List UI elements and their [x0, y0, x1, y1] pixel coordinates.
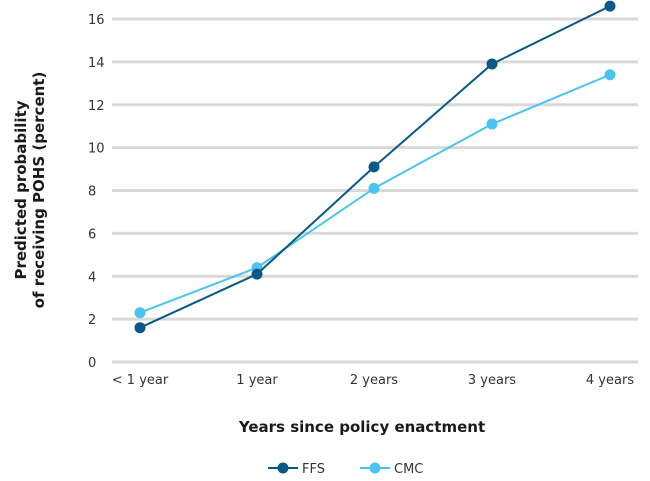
x-tick-label: < 1 year	[112, 373, 169, 388]
legend: FFS CMC	[268, 462, 423, 477]
y-tick-label: 16	[88, 13, 105, 28]
x-tick-label: 4 years	[586, 373, 634, 388]
data-point	[486, 118, 498, 130]
y-tick-label: 14	[88, 56, 105, 71]
data-point	[604, 69, 616, 81]
data-point	[368, 161, 380, 173]
legend-swatch-marker	[277, 462, 289, 474]
data-point	[486, 58, 498, 70]
y-axis-label-line2: of receiving POHS (percent)	[30, 72, 48, 309]
y-tick-label: 2	[88, 313, 96, 328]
y-tick-label: 8	[88, 185, 96, 200]
y-tick-label: 0	[88, 356, 96, 371]
y-tick-label: 6	[88, 227, 96, 242]
series-ffs	[134, 0, 616, 334]
data-point	[251, 268, 263, 280]
y-axis-label-line1: Predicted probability	[12, 100, 30, 279]
x-tick-labels: < 1 year 1 year 2 years 3 years 4 years	[112, 373, 635, 388]
data-point	[134, 307, 146, 319]
x-tick-label: 3 years	[468, 373, 516, 388]
y-tick-labels: 0 2 4 6 8 10 12 14 16	[88, 13, 105, 371]
series-layer	[134, 0, 616, 334]
series-cmc	[134, 69, 616, 319]
legend-label: FFS	[302, 462, 325, 477]
x-tick-label: 2 years	[350, 373, 398, 388]
data-point	[134, 322, 146, 334]
x-tick-label: 1 year	[236, 373, 278, 388]
legend-item: CMC	[360, 462, 423, 477]
legend-swatch-marker	[369, 462, 381, 474]
legend-item: FFS	[268, 462, 325, 477]
y-tick-label: 12	[88, 99, 105, 114]
legend-label: CMC	[394, 462, 423, 477]
data-point	[368, 182, 380, 194]
data-point	[604, 0, 616, 12]
x-axis-label: Years since policy enactment	[238, 418, 485, 436]
y-tick-label: 4	[88, 270, 96, 285]
y-tick-label: 10	[88, 142, 105, 157]
